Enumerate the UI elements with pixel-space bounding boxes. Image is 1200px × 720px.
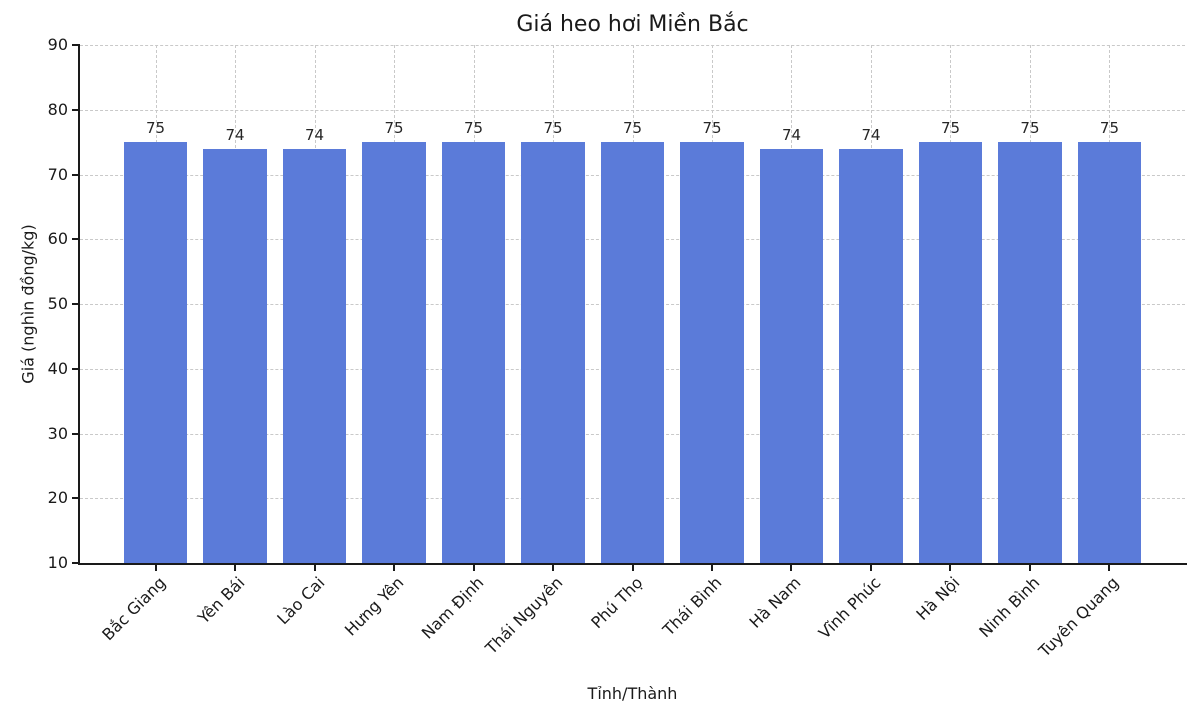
bar [362, 142, 426, 563]
y-tick-mark [72, 303, 80, 305]
plot-area: 75 74 74 75 75 75 75 75 74 74 75 75 75 [80, 45, 1185, 563]
x-tick-mark [393, 563, 395, 571]
y-tick-label: 80 [47, 99, 68, 119]
bar [839, 148, 903, 563]
x-tick-mark [949, 563, 952, 571]
bar-value-label: 75 [543, 119, 563, 138]
bar [203, 148, 267, 563]
bar-value-label: 74 [225, 125, 245, 144]
y-tick-mark [72, 108, 80, 111]
bar [282, 148, 347, 563]
y-tick-mark [72, 562, 80, 564]
y-tick-mark [72, 497, 80, 500]
bar-value-label: 74 [781, 125, 802, 144]
y-tick-mark [72, 44, 80, 46]
y-tick-label: 20 [47, 488, 68, 508]
bar [600, 142, 665, 563]
bar-value-label: 75 [384, 119, 404, 138]
y-tick-mark [72, 173, 80, 176]
y-tick-mark [72, 432, 80, 435]
x-tick-mark [552, 563, 554, 571]
bar [1077, 142, 1142, 563]
bar-value-label: 75 [622, 119, 643, 138]
y-tick-label: 90 [47, 35, 68, 54]
y-tick-label: 30 [47, 423, 68, 443]
y-tick-label: 60 [47, 229, 68, 249]
x-tick-mark [1028, 563, 1031, 571]
y-tick-label: 10 [47, 553, 68, 572]
y-tick-label: 50 [47, 294, 68, 313]
bar-value-label: 75 [463, 119, 484, 138]
bar-value-label: 75 [940, 119, 961, 138]
bar [680, 142, 744, 563]
bar-value-label: 74 [304, 125, 325, 144]
bar [998, 142, 1062, 563]
y-tick-mark [72, 238, 80, 241]
x-tick-mark [631, 563, 634, 571]
bar-value-label: 75 [145, 119, 166, 138]
bar-value-label: 75 [1020, 119, 1040, 138]
y-tick-mark [72, 367, 80, 370]
bar [759, 148, 824, 563]
x-tick-mark [154, 563, 157, 571]
bar [441, 142, 506, 563]
y-tick-label: 40 [47, 358, 68, 378]
bar-value-label: 75 [1099, 119, 1120, 138]
bar [918, 142, 983, 563]
x-tick-mark [234, 563, 237, 571]
y-axis-line [78, 45, 80, 565]
y-tick-label: 70 [47, 164, 68, 184]
bar [521, 142, 585, 563]
chart-title: Giá heo hơi Miền Bắc [516, 12, 749, 37]
x-tick-mark [869, 563, 872, 571]
x-tick-mark [472, 563, 475, 571]
bar [123, 142, 188, 563]
bar-value-label: 75 [702, 119, 722, 138]
x-tick-mark [1108, 563, 1111, 571]
x-tick-mark [313, 563, 316, 571]
bar-value-label: 74 [861, 125, 881, 144]
x-tick-mark [790, 563, 793, 571]
x-axis-label: Tỉnh/Thành [587, 684, 678, 703]
x-tick-mark [710, 563, 713, 571]
